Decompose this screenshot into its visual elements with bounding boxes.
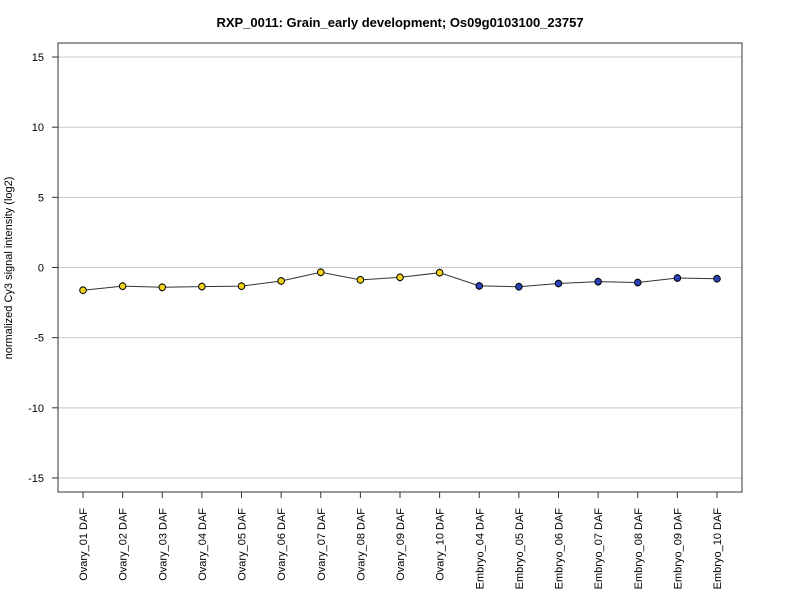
data-point — [118, 282, 127, 290]
series-layer — [79, 268, 721, 295]
data-point — [554, 279, 563, 288]
y-tick-label: 0 — [38, 263, 44, 275]
y-axis: -15 -10 -5 0 5 10 15 — [28, 52, 58, 485]
data-point — [673, 274, 682, 282]
chart-title: RXP_0011: Grain_early development; Os09g… — [216, 15, 583, 30]
data-point — [713, 274, 721, 283]
x-tick-label: Ovary_10 DAF — [435, 508, 447, 581]
y-tick-label: 5 — [38, 192, 44, 204]
x-tick-label: Ovary_07 DAF — [316, 508, 328, 581]
data-point — [435, 268, 444, 277]
x-tick-label: Embryo_08 DAF — [633, 508, 645, 590]
x-tick-label: Embryo_07 DAF — [593, 508, 605, 590]
y-tick-label: -5 — [34, 333, 44, 345]
y-axis-label: normalized Cy3 signal intensity (log2) — [3, 177, 15, 360]
x-tick-label: Ovary_06 DAF — [276, 508, 288, 581]
data-point — [356, 276, 365, 284]
data-point — [515, 282, 523, 291]
data-point — [594, 277, 602, 286]
data-point — [316, 268, 325, 277]
y-tick-label: -15 — [28, 473, 44, 485]
data-point — [198, 282, 206, 291]
x-tick-label: Ovary_01 DAF — [78, 508, 90, 581]
x-tick-label: Embryo_04 DAF — [474, 508, 486, 590]
x-tick-label: Ovary_05 DAF — [237, 508, 249, 581]
x-tick-label: Ovary_09 DAF — [395, 508, 407, 581]
data-point — [158, 283, 167, 292]
grid-layer — [58, 56, 742, 479]
x-tick-label: Ovary_02 DAF — [118, 508, 130, 581]
y-tick-label: -10 — [28, 403, 44, 415]
data-point — [396, 273, 404, 282]
data-point — [79, 286, 87, 295]
x-tick-label: Ovary_08 DAF — [355, 508, 367, 581]
y-tick-label: 10 — [32, 122, 44, 134]
data-point — [237, 282, 246, 290]
x-axis: Ovary_01 DAF Ovary_02 DAF Ovary_03 DAF Ovar… — [78, 492, 724, 589]
data-point — [633, 278, 642, 287]
x-tick-label: Embryo_09 DAF — [672, 508, 684, 590]
y-tick-label: 15 — [32, 52, 44, 64]
x-tick-label: Ovary_03 DAF — [157, 508, 169, 581]
x-tick-label: Embryo_10 DAF — [712, 508, 724, 590]
x-tick-label: Embryo_06 DAF — [554, 508, 566, 590]
x-tick-label: Ovary_04 DAF — [197, 508, 209, 581]
data-point — [277, 277, 285, 285]
x-tick-label: Embryo_05 DAF — [514, 508, 526, 590]
data-point — [475, 282, 484, 290]
